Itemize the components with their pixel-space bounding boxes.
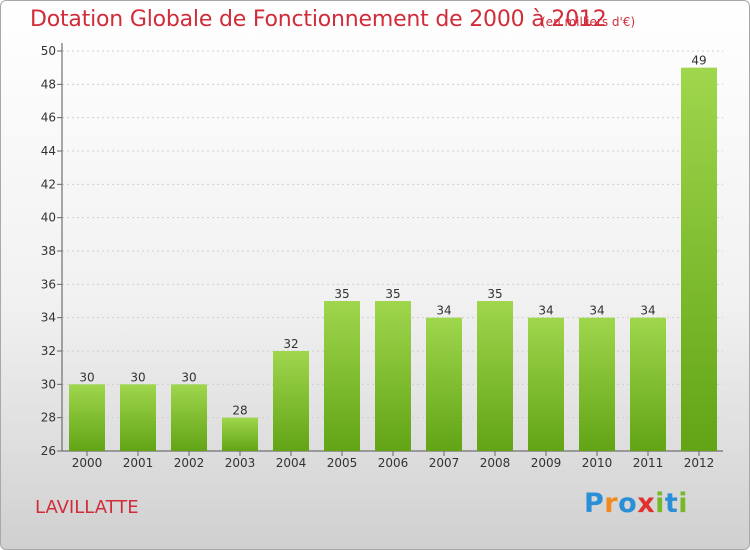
- x-tick-label: 2009: [531, 456, 562, 470]
- y-tick-label: 42: [41, 177, 56, 191]
- y-tick-label: 34: [41, 311, 56, 325]
- y-tick-label: 40: [41, 211, 56, 225]
- x-tick-label: 2002: [174, 456, 205, 470]
- x-tick-label: 2003: [225, 456, 256, 470]
- bars: [69, 67, 717, 452]
- x-tick-label: 2007: [429, 456, 460, 470]
- data-label: 35: [487, 287, 502, 301]
- y-tick-label: 36: [41, 277, 56, 291]
- x-tick-label: 2012: [684, 456, 715, 470]
- bar: [69, 384, 105, 451]
- data-label: 34: [436, 304, 451, 318]
- data-label: 30: [130, 370, 145, 384]
- data-label: 28: [232, 404, 247, 418]
- data-label: 30: [181, 370, 196, 384]
- chart-title: Dotation Globale de Fonctionnement de 20…: [30, 7, 607, 32]
- y-tick-label: 44: [41, 144, 56, 158]
- data-label: 34: [640, 304, 655, 318]
- proxiti-logo: Proxiti: [584, 488, 688, 519]
- logo-letter: i: [678, 488, 689, 519]
- x-tick-label: 2000: [72, 456, 103, 470]
- bar: [273, 351, 309, 451]
- y-tick-label: 28: [41, 411, 56, 425]
- y-tick-label: 26: [41, 444, 56, 458]
- data-label: 30: [79, 370, 94, 384]
- y-tick-label: 38: [41, 244, 56, 258]
- y-tick-label: 30: [41, 377, 56, 391]
- data-label: 49: [691, 54, 706, 68]
- x-axis-ticks: 2000 2001 2002 2003 2004 2005 2006 2007 2008 2009…: [72, 451, 715, 470]
- logo-letter: o: [618, 488, 638, 519]
- bar: [579, 317, 615, 451]
- chart-subtitle: (en milliers d'€): [541, 15, 636, 29]
- bar: [375, 301, 411, 451]
- bar: [171, 384, 207, 451]
- bar: [630, 317, 666, 451]
- x-tick-label: 2008: [480, 456, 511, 470]
- y-tick-label: 48: [41, 77, 56, 91]
- x-tick-label: 2004: [276, 456, 307, 470]
- bar: [426, 317, 462, 451]
- y-tick-label: 32: [41, 344, 56, 358]
- x-tick-label: 2010: [582, 456, 613, 470]
- commune-name: LAVILLATTE: [35, 497, 139, 518]
- x-tick-label: 2011: [633, 456, 664, 470]
- logo-letter: r: [604, 488, 619, 519]
- logo-letter: t: [664, 488, 679, 519]
- logo-letter: i: [655, 488, 665, 519]
- x-tick-label: 2005: [327, 456, 358, 470]
- data-labels: 30 30 30 28 32 35 35 34 35 34 34 34 49: [79, 54, 706, 418]
- bar: [120, 384, 156, 451]
- bar: [222, 417, 258, 451]
- bar: [477, 301, 513, 451]
- y-axis-ticks: 26 28 30 32 34 36 38 40 42 44 46 48 50: [41, 44, 62, 458]
- logo-letter: x: [637, 488, 656, 519]
- data-label: 34: [538, 304, 553, 318]
- x-tick-label: 2001: [123, 456, 154, 470]
- bar: [324, 301, 360, 451]
- x-tick-label: 2006: [378, 456, 409, 470]
- y-tick-label: 50: [41, 44, 56, 58]
- bar: [528, 317, 564, 451]
- y-tick-label: 46: [41, 111, 56, 125]
- data-label: 34: [589, 304, 604, 318]
- logo-letter: P: [584, 488, 605, 519]
- bar: [681, 67, 717, 452]
- data-label: 32: [283, 337, 298, 351]
- data-label: 35: [334, 287, 349, 301]
- data-label: 35: [385, 287, 400, 301]
